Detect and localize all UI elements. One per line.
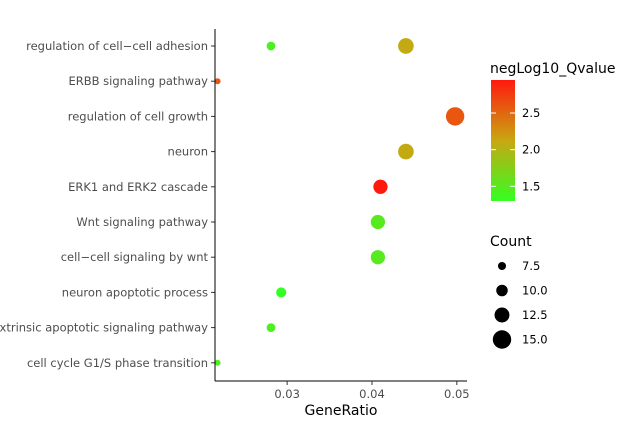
size-legend-label: 12.5: [522, 308, 548, 322]
y-tick-label: regulation of cell−cell adhesion: [26, 39, 208, 53]
data-points: [214, 38, 465, 366]
size-legend-label: 15.0: [522, 333, 548, 347]
color-legend-label: 2.0: [522, 143, 540, 157]
size-legend-dot: [494, 307, 510, 323]
y-axis-ticks: [211, 45, 215, 364]
data-point: [276, 287, 287, 298]
data-point: [266, 41, 276, 51]
y-tick-label: neuron: [168, 145, 208, 159]
y-tick-label: Wnt signaling pathway: [76, 215, 208, 229]
data-point: [373, 179, 388, 194]
size-legend: Count 7.5 10.0 12.5 15.0: [490, 234, 548, 349]
size-legend-dot: [496, 284, 508, 297]
data-point: [398, 143, 414, 160]
y-tick-label: cell−cell signaling by wnt: [61, 250, 209, 264]
color-legend-title: negLog10_Qvalue: [490, 61, 615, 77]
size-legend-dot: [492, 330, 512, 349]
size-legend-dot: [497, 261, 507, 271]
data-point: [214, 359, 221, 366]
size-legend-keys: 7.5 10.0 12.5 15.0: [492, 259, 548, 349]
x-tick-label: 0.03: [274, 387, 300, 401]
size-legend-label: 7.5: [522, 259, 540, 273]
data-point: [370, 214, 386, 230]
color-legend-label: 2.5: [522, 106, 540, 120]
data-point: [266, 323, 276, 332]
y-tick-label: regulation of cell growth: [68, 109, 208, 123]
size-legend-label: 10.0: [522, 284, 548, 298]
color-legend-label: 1.5: [522, 179, 540, 193]
x-tick-label: 0.05: [444, 387, 470, 401]
data-point: [398, 38, 414, 54]
data-point: [445, 107, 465, 126]
size-legend-title: Count: [490, 234, 532, 250]
color-legend-breaks: 1.5 2.0 2.5: [491, 106, 540, 193]
y-tick-label: cell cycle G1/S phase transition: [27, 356, 208, 370]
color-bar: [491, 80, 515, 201]
color-legend: negLog10_Qvalue 1.5 2.0 2.5: [490, 61, 615, 201]
y-tick-label: ERK1 and ERK2 cascade: [68, 180, 208, 194]
x-axis-title: GeneRatio: [305, 403, 378, 419]
y-tick-label: ERBB signaling pathway: [68, 74, 208, 88]
y-tick-label: neuron apoptotic process: [62, 285, 208, 299]
y-axis-labels: regulation of cell−cell adhesion ERBB sig…: [0, 39, 208, 370]
x-tick-label: 0.04: [359, 387, 385, 401]
data-point: [214, 78, 221, 85]
y-tick-label: Extrinsic apoptotic signaling pathway: [0, 321, 208, 335]
data-point: [370, 250, 386, 265]
x-axis-ticks: 0.03 0.04 0.05: [274, 381, 470, 401]
